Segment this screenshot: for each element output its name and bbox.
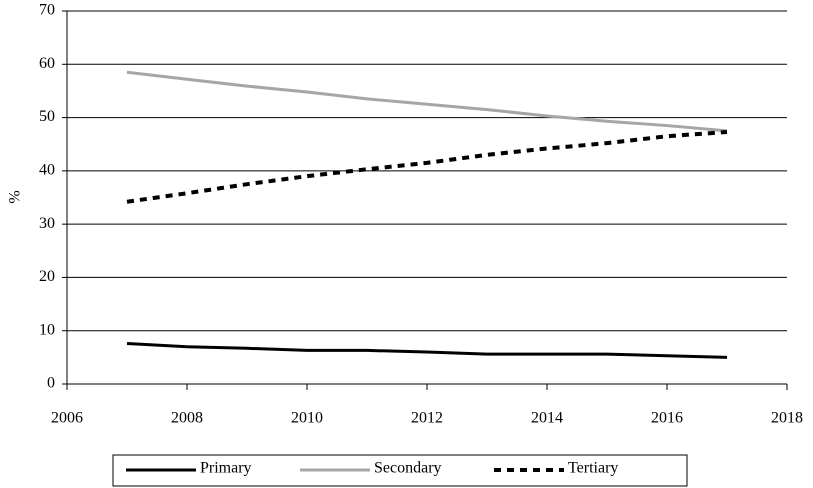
x-tick-label: 2016 <box>651 410 683 427</box>
x-tick-label: 2012 <box>411 410 443 427</box>
legend-label: Secondary <box>374 460 442 477</box>
y-tick-label: 40 <box>39 162 55 179</box>
y-tick-label: 60 <box>39 55 55 72</box>
x-tick-label: 2014 <box>531 410 563 427</box>
x-tick-label: 2018 <box>771 410 803 427</box>
legend-label: Primary <box>200 460 252 477</box>
series-line <box>126 70 728 133</box>
y-tick-label: 10 <box>39 321 55 338</box>
y-axis-label: % <box>7 190 24 203</box>
y-tick-label: 70 <box>39 2 55 19</box>
series-line <box>126 129 728 204</box>
legend-label: Tertiary <box>568 460 618 477</box>
y-tick-label: 20 <box>39 268 55 285</box>
y-tick-label: 0 <box>47 375 55 392</box>
legend-box <box>112 454 688 487</box>
y-tick-label: 30 <box>39 215 55 232</box>
x-tick-label: 2010 <box>291 410 323 427</box>
x-tick-label: 2008 <box>171 410 203 427</box>
x-tick-label: 2006 <box>51 410 83 427</box>
y-tick-label: 50 <box>39 108 55 125</box>
series-line <box>126 342 728 359</box>
